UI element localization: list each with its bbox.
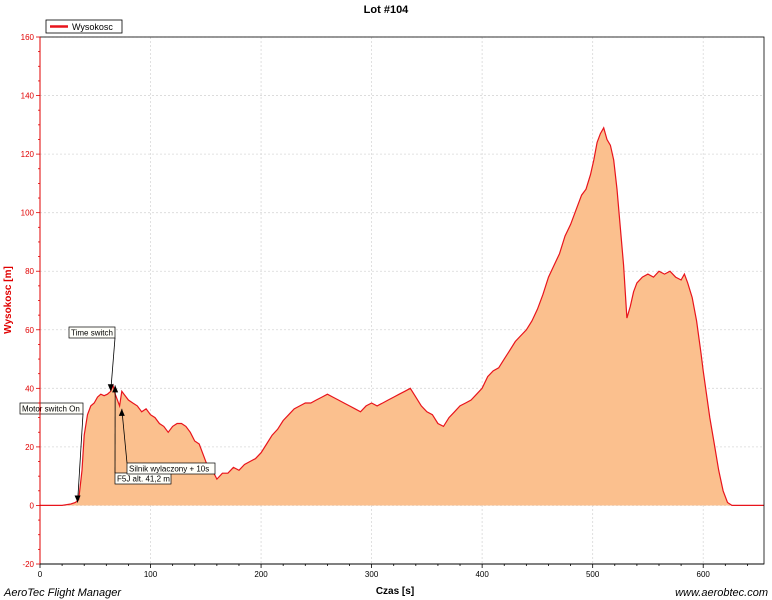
chart-title: Lot #104: [364, 4, 410, 16]
annotation-pointer: [77, 413, 84, 503]
x-tick-label: 300: [365, 570, 379, 579]
annotation-box: [19, 402, 84, 415]
x-tick-label: 200: [254, 570, 268, 579]
annotation-4: Silnik wylaczony + 10s: [118, 408, 216, 475]
y-tick-label: 100: [21, 209, 35, 218]
y-tick-label: 0: [30, 501, 35, 510]
x-tick-label: 400: [475, 570, 489, 579]
annotation-label: Time switch: [71, 329, 113, 338]
x-tick-label: 500: [586, 570, 600, 579]
x-axis-label: Czas [s]: [376, 586, 414, 597]
annotation-pointer: [110, 337, 116, 392]
annotation-label: Motor switch On: [22, 405, 80, 414]
annotation-label: Silnik wylaczony + 10s: [129, 465, 209, 474]
y-tick-label: 60: [25, 326, 34, 335]
y-tick-label: 40: [25, 384, 34, 393]
plot-area: [40, 126, 764, 506]
annotation-1: Motor switch On: [19, 402, 84, 503]
y-tick-label: 140: [21, 92, 35, 101]
annotation-arrowhead: [118, 408, 125, 416]
y-axis-label: Wysokosc [m]: [3, 266, 14, 334]
footer-url[interactable]: www.aerobtec.com: [675, 587, 768, 599]
y-tick-label: 160: [21, 33, 35, 42]
footer-app-name: AeroTec Flight Manager: [3, 587, 122, 599]
x-axis-ticks: 0 100 200 300 400 500 600: [38, 564, 748, 579]
series-line-wysokosc: [40, 126, 764, 506]
y-axis-ticks: -20 0 20 40 60 80 100 120 140 160: [21, 33, 40, 569]
annotation-label: F5J alt. 41,2 m: [117, 475, 170, 484]
series-area-wysokosc: [40, 127, 764, 506]
y-tick-label: 20: [25, 443, 34, 452]
annotation-arrowhead: [107, 384, 114, 392]
legend-box: [45, 19, 123, 34]
y-tick-label: 120: [21, 150, 35, 159]
x-tick-label: 600: [697, 570, 711, 579]
legend[interactable]: Wysokosc: [45, 19, 123, 34]
x-tick-label: 100: [144, 570, 158, 579]
annotation-box: [126, 462, 216, 475]
annotation-arrowhead: [112, 385, 119, 393]
y-tick-label: -20: [22, 560, 34, 569]
annotation-2: Time switch: [68, 326, 116, 392]
x-tick-label: 0: [38, 570, 43, 579]
annotation-arrowhead: [74, 495, 81, 503]
y-tick-label: 80: [25, 267, 34, 276]
annotations: Motor switch On Time switch F5J alt. 41,2 …: [19, 326, 216, 503]
annotation-pointer: [121, 408, 128, 464]
legend-item-wysokosc: Wysokosc: [72, 22, 113, 32]
annotation-box: [68, 326, 116, 339]
